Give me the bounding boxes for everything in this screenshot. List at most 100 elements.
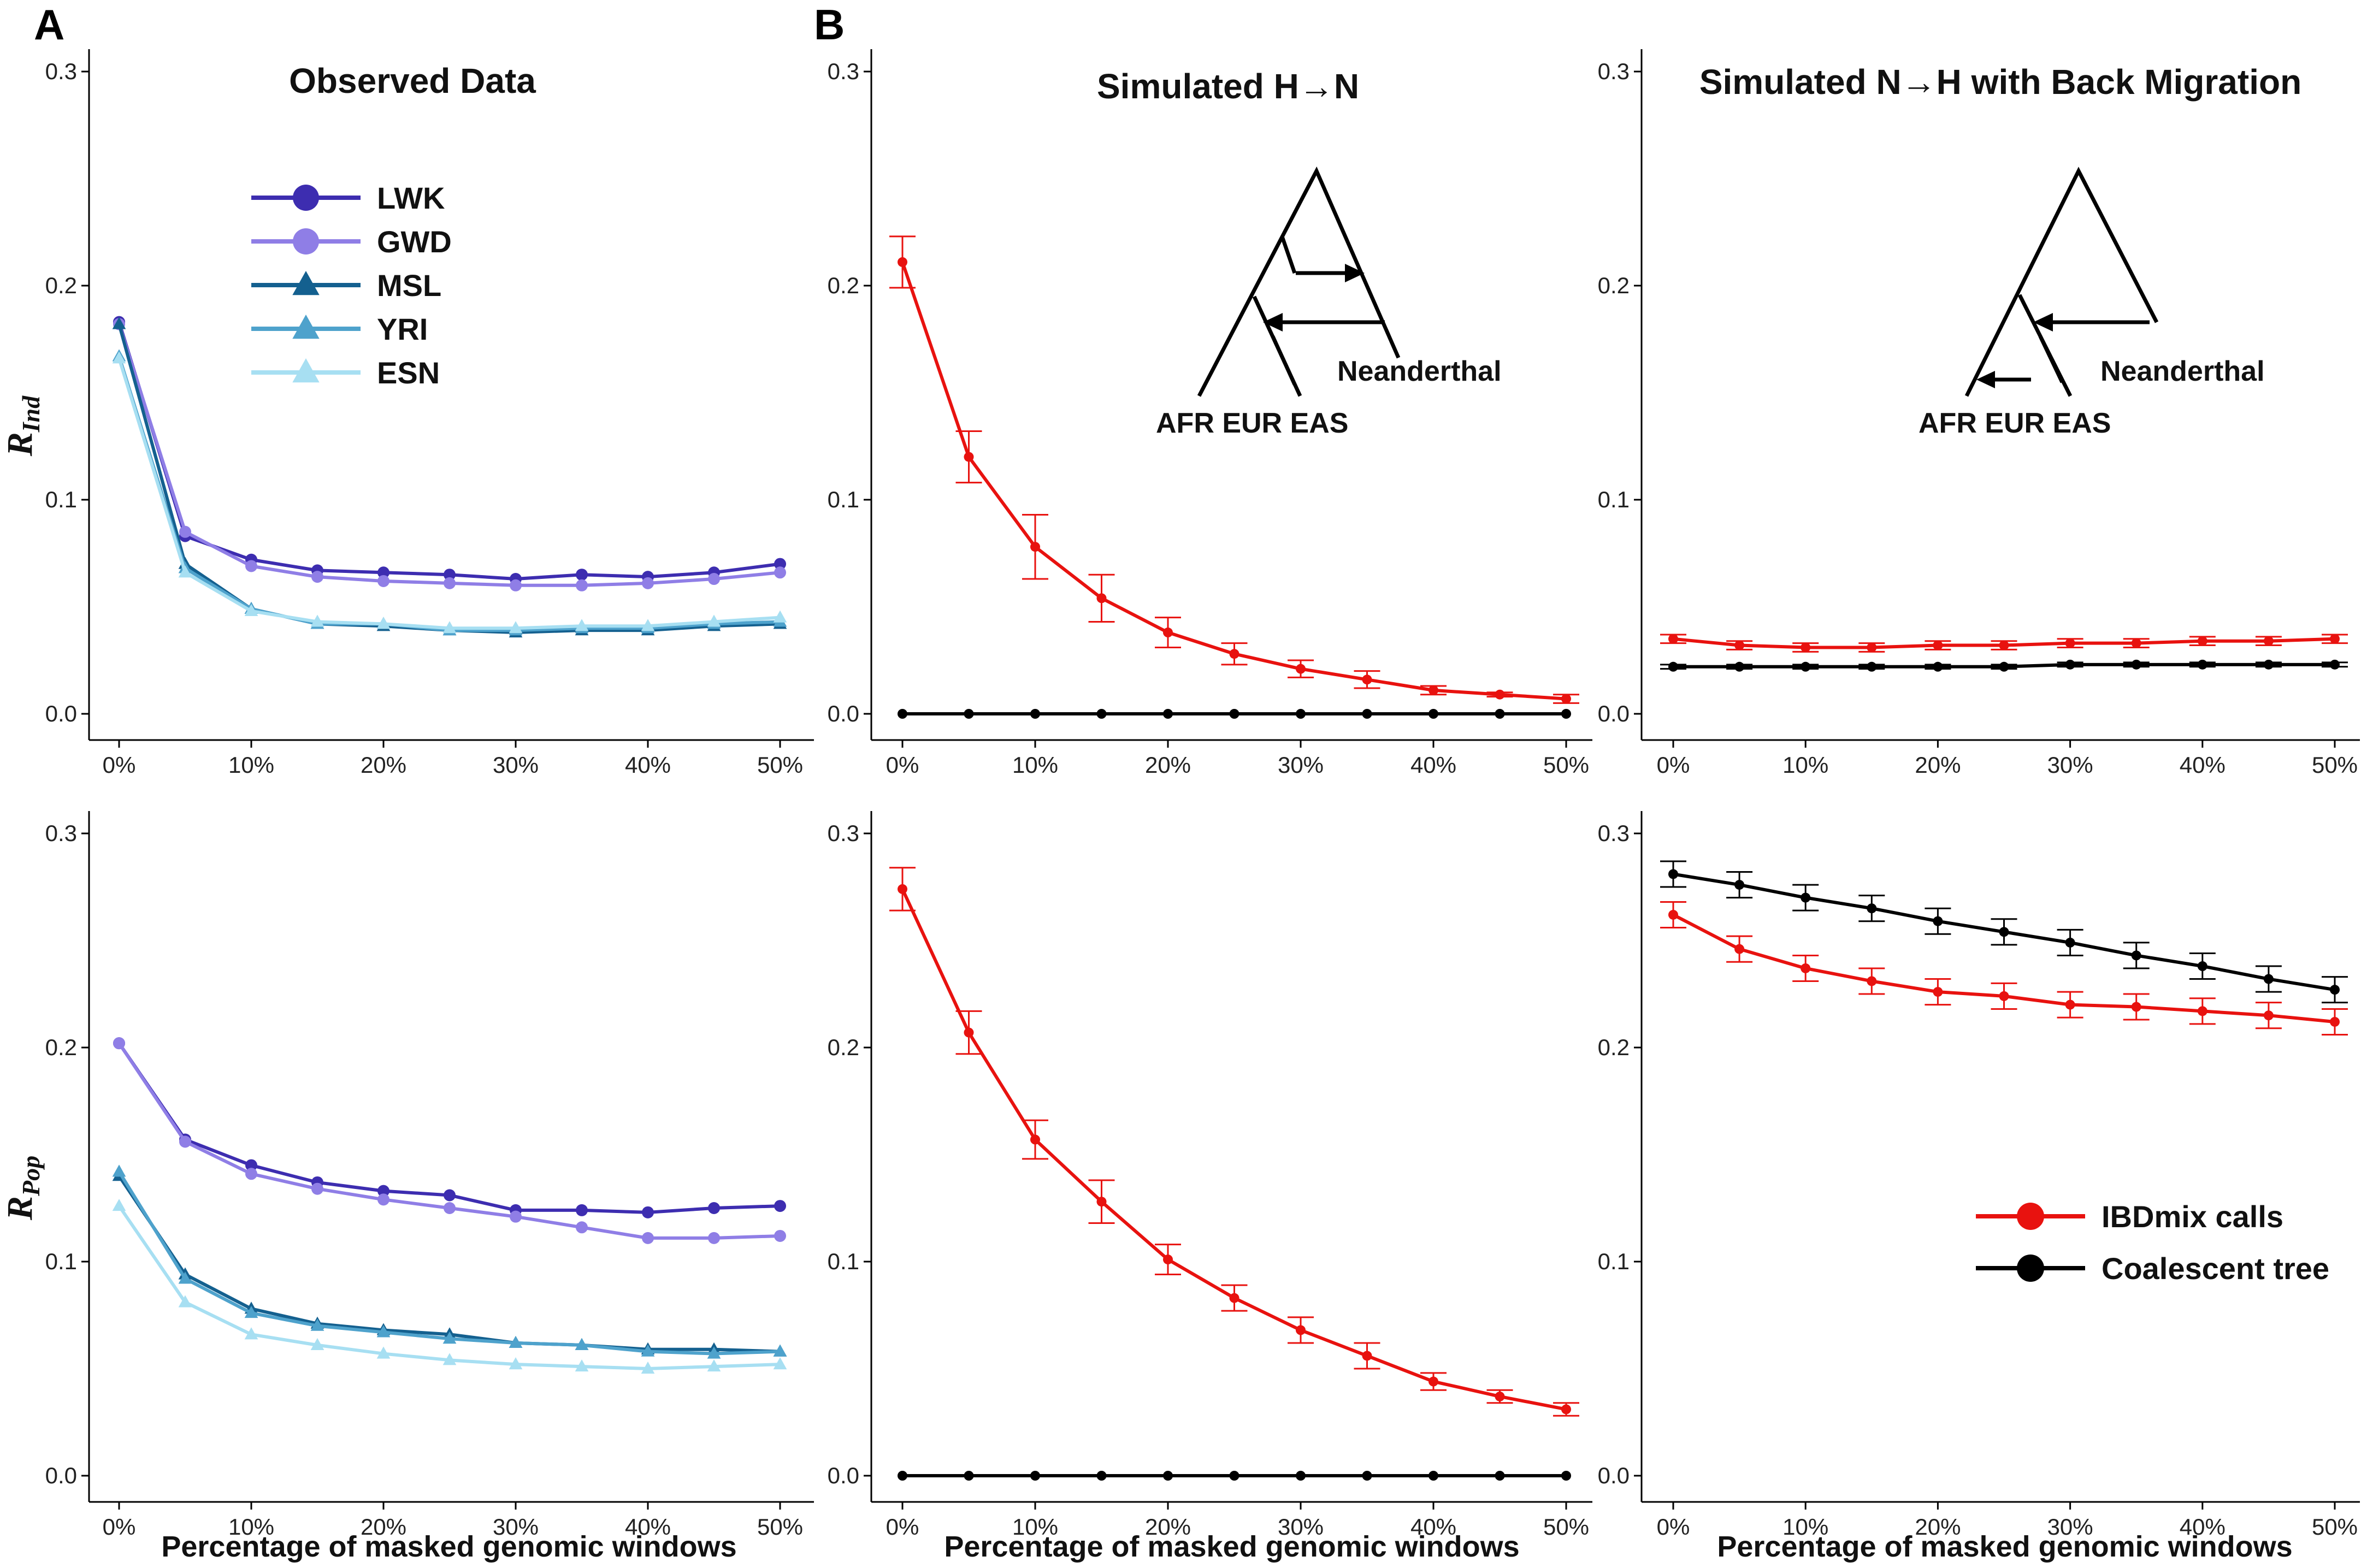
data-point	[244, 1306, 258, 1318]
data-point	[509, 621, 523, 634]
data-point	[1734, 640, 1745, 650]
legend-observed: LWK GWD MSL YRI ESN	[251, 181, 452, 390]
legend-item-yri: YRI	[251, 312, 428, 346]
legend-label: IBDmix calls	[2102, 1199, 2283, 1234]
data-point	[773, 1344, 787, 1357]
x-tick-label: 10%	[228, 752, 274, 778]
series-ibdmix-calls	[889, 867, 1579, 1417]
legend-label: YRI	[377, 312, 428, 346]
tree-outer-branch	[1197, 166, 1401, 397]
data-point	[1668, 909, 1678, 920]
x-tick-label: 30%	[2047, 1514, 2093, 1540]
data-point	[1999, 661, 2009, 672]
data-point	[1096, 593, 1107, 603]
x-tick-label: 10%	[1012, 752, 1058, 778]
x-tick-label: 40%	[1410, 1514, 1456, 1540]
data-point	[1163, 1471, 1173, 1481]
panel-letter-a: A	[34, 1, 64, 49]
data-point	[1867, 642, 1877, 653]
data-point	[576, 579, 588, 591]
data-point	[2330, 985, 2340, 995]
data-point	[178, 1271, 192, 1284]
data-point	[1801, 963, 1811, 973]
data-point	[576, 1204, 588, 1216]
data-point	[2065, 638, 2075, 648]
series-lwk	[113, 1037, 786, 1218]
y-tick-label: 0.1	[1598, 1249, 1630, 1274]
arrowhead-left-icon	[1263, 313, 1283, 332]
x-tick-label: 40%	[1410, 752, 1456, 778]
tree-outer-branch	[1964, 167, 2159, 397]
data-point	[113, 1037, 125, 1050]
y-tick-label: 0.3	[45, 58, 77, 84]
data-point	[1362, 709, 1372, 719]
data-point	[708, 1202, 720, 1214]
data-point	[377, 575, 389, 587]
series-coalescent-tree	[898, 1471, 1571, 1481]
x-title-h-to-n: Percentage of masked genomic windows	[944, 1530, 1519, 1563]
data-point	[964, 1027, 974, 1038]
tree-label-pops: AFR EUR EAS	[1156, 407, 1348, 439]
x-tick-label: 0%	[103, 752, 136, 778]
data-point	[2131, 638, 2141, 648]
data-point	[1561, 709, 1571, 719]
data-point	[1096, 1197, 1107, 1207]
data-point	[2263, 636, 2274, 646]
data-point	[179, 1135, 191, 1148]
data-point	[1668, 661, 1678, 672]
y-tick-label: 0.3	[1598, 58, 1630, 84]
y-tick-label: 0.1	[45, 1249, 77, 1274]
data-point	[1229, 709, 1239, 719]
x-tick-label: 20%	[1145, 752, 1191, 778]
data-point	[2197, 1006, 2207, 1016]
legend-item-msl: MSL	[251, 268, 441, 303]
data-point	[1030, 709, 1040, 719]
legend-marker	[293, 185, 319, 211]
series-ibdmix-calls	[889, 235, 1579, 704]
data-point	[1734, 661, 1745, 672]
data-point	[442, 621, 457, 634]
data-point	[774, 558, 786, 570]
data-point	[576, 569, 588, 581]
y-tick-label: 0.0	[45, 1463, 77, 1488]
data-point	[898, 884, 907, 894]
data-point	[2330, 659, 2340, 670]
y-title-rind: RInd	[0, 395, 45, 457]
data-point	[898, 257, 907, 267]
data-point	[1933, 916, 1943, 926]
legend-label: MSL	[377, 268, 441, 303]
data-point	[773, 610, 787, 623]
data-point	[310, 1338, 324, 1350]
data-point	[2263, 659, 2274, 670]
data-point	[1999, 991, 2009, 1001]
tree-label-archaic: Neanderthal	[2100, 356, 2265, 387]
series-gwd	[113, 318, 786, 591]
data-point	[1163, 1255, 1173, 1265]
data-point	[1561, 1471, 1571, 1481]
y-tick-label: 0.0	[1598, 701, 1630, 726]
y-tick-label: 0.3	[1598, 820, 1630, 846]
data-point	[898, 1471, 907, 1481]
data-point	[2131, 1002, 2141, 1012]
legend-marker	[292, 271, 320, 295]
y-tick-label: 0.1	[828, 1249, 859, 1274]
x-tick-label: 50%	[1543, 752, 1589, 778]
data-point	[774, 1200, 786, 1212]
title-n-to-h: Simulated N→H with Back Migration	[1699, 62, 2301, 102]
data-point	[1030, 1134, 1040, 1145]
data-point	[1867, 903, 1877, 914]
y-tick-label: 0.2	[45, 1034, 77, 1060]
tree-branch-eur-eas	[1271, 335, 1297, 386]
data-point	[1561, 1404, 1571, 1415]
data-point	[509, 1357, 523, 1370]
data-point	[774, 566, 786, 579]
data-point	[444, 1202, 456, 1214]
data-point	[1495, 1471, 1505, 1481]
data-point	[2131, 950, 2141, 961]
data-point	[442, 1353, 457, 1365]
data-point	[708, 1232, 720, 1244]
plot-sim-nh-rpop: 0.0 0.1 0.2 0.3 0% 10% 20% 30% 40% 50%	[1598, 811, 2360, 1540]
x-tick-label: 20%	[1915, 752, 1961, 778]
series-gwd	[113, 1037, 786, 1244]
data-point	[708, 573, 720, 585]
